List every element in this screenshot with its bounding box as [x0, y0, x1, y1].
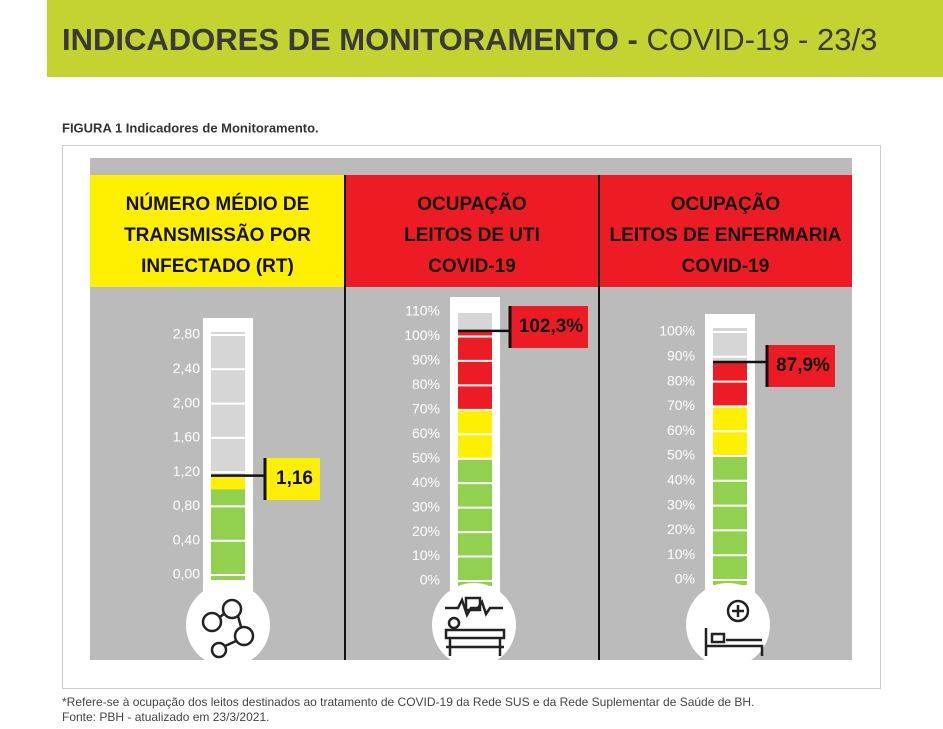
panel-title-line: LEITOS DE UTI: [404, 225, 540, 246]
panel-header: [599, 175, 852, 287]
tick-label: 90%: [412, 352, 440, 368]
tick-label: 90%: [667, 348, 695, 364]
header-band: [47, 0, 943, 77]
value-box: [510, 306, 588, 348]
tick-label: 50%: [412, 449, 440, 465]
zone-fill: [458, 330, 492, 410]
panels: NÚMERO MÉDIO DE TRANSMISSÃO POR INFECTADO …: [90, 175, 852, 660]
icon-network: [186, 583, 270, 667]
zone-fill: [713, 456, 747, 585]
header-title: INDICADORES DE MONITORAMENTO - COVID-19 …: [62, 22, 877, 57]
footnote: *Refere-se à ocupação dos leitos destina…: [62, 695, 754, 709]
figure-caption: FIGURA 1 Indicadores de Monitoramento.: [62, 120, 319, 135]
zone-fill: [211, 475, 245, 490]
panel-title-line: INFECTADO (RT): [141, 256, 294, 277]
tick-label: 0,40: [173, 531, 200, 547]
icon-ward-bed: [686, 583, 770, 667]
panel-title-line: NÚMERO MÉDIO DE: [126, 193, 310, 215]
panel-title-line: TRANSMISSÃO POR: [124, 224, 311, 246]
title-rest: COVID-19 - 23/3: [646, 22, 877, 57]
tick-label: 60%: [667, 422, 695, 438]
tick-label: 80%: [412, 376, 440, 392]
tick-label: 40%: [412, 474, 440, 490]
tick-label: 30%: [412, 498, 440, 514]
tick-label: 1,60: [173, 429, 200, 445]
tick-label: 20%: [412, 523, 440, 539]
icon-icu-bed: [432, 583, 516, 667]
value-box: [767, 345, 835, 387]
tick-label: 0%: [420, 572, 440, 588]
zone-fill: [211, 489, 245, 580]
value-label: 1,16: [276, 468, 313, 489]
tick-label: 0,80: [173, 497, 200, 513]
zone-fill: [713, 362, 747, 407]
title-bold: INDICADORES DE MONITORAMENTO -: [62, 22, 638, 57]
tick-label: 110%: [405, 303, 440, 319]
value-box: [265, 458, 320, 500]
tick-label: 10%: [667, 546, 695, 562]
tick-label: 80%: [667, 372, 695, 388]
tick-label: 10%: [412, 547, 440, 563]
value-label: 87,9%: [776, 355, 830, 376]
source-note: Fonte: PBH - atualizado em 23/3/2021.: [62, 710, 269, 724]
panel-title-line: COVID-19: [428, 256, 516, 277]
tick-label: 0,00: [173, 566, 200, 582]
tick-label: 2,40: [173, 360, 200, 376]
panel-title-line: OCUPAÇÃO: [671, 193, 780, 215]
tick-label: 2,80: [173, 326, 200, 342]
tick-label: 30%: [667, 496, 695, 512]
panel-title-line: OCUPAÇÃO: [417, 193, 526, 215]
panel-title-line: COVID-19: [682, 256, 770, 277]
tick-label: 100%: [404, 327, 440, 343]
zone-fill: [458, 458, 492, 586]
figure-frame: [62, 145, 881, 689]
tick-label: 70%: [667, 397, 695, 413]
panel-header: [90, 175, 345, 287]
tick-label: 60%: [412, 425, 440, 441]
tick-label: 40%: [667, 472, 695, 488]
tick-label: 1,20: [173, 463, 200, 479]
panel-header: [345, 175, 599, 287]
panel-title-line: LEITOS DE ENFERMARIA: [610, 225, 842, 246]
tick-label: 70%: [412, 401, 440, 417]
tick-label: 20%: [667, 521, 695, 537]
tick-label: 2,00: [173, 394, 200, 410]
tick-label: 100%: [659, 323, 695, 339]
tick-label: 0%: [675, 571, 695, 587]
tick-label: 50%: [667, 447, 695, 463]
value-label: 102,3%: [519, 316, 584, 337]
